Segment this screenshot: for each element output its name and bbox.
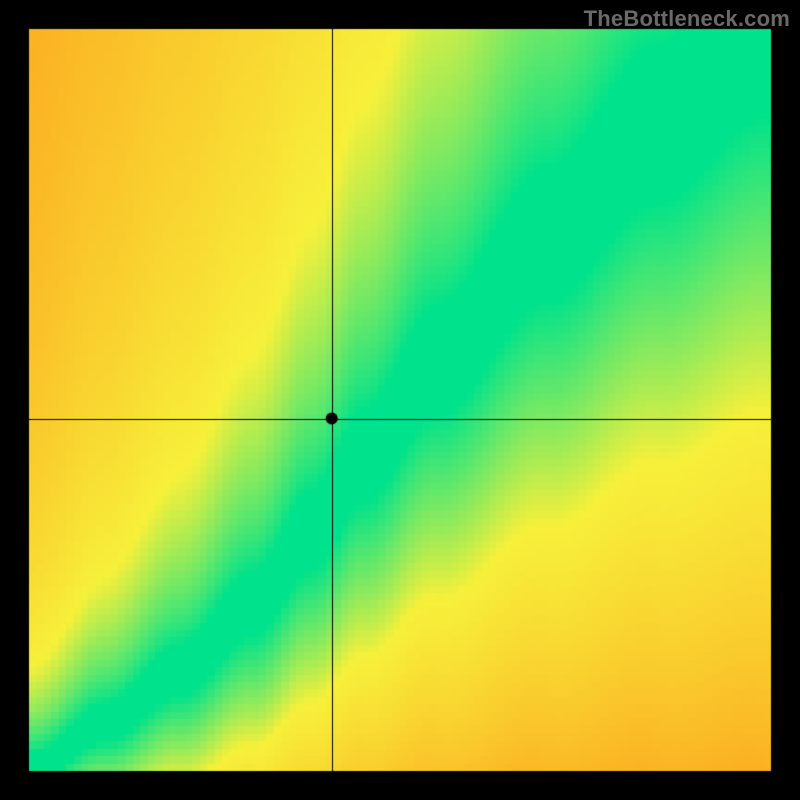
bottleneck-heatmap: [0, 0, 800, 800]
watermark-label: TheBottleneck.com: [584, 6, 790, 32]
chart-container: TheBottleneck.com: [0, 0, 800, 800]
